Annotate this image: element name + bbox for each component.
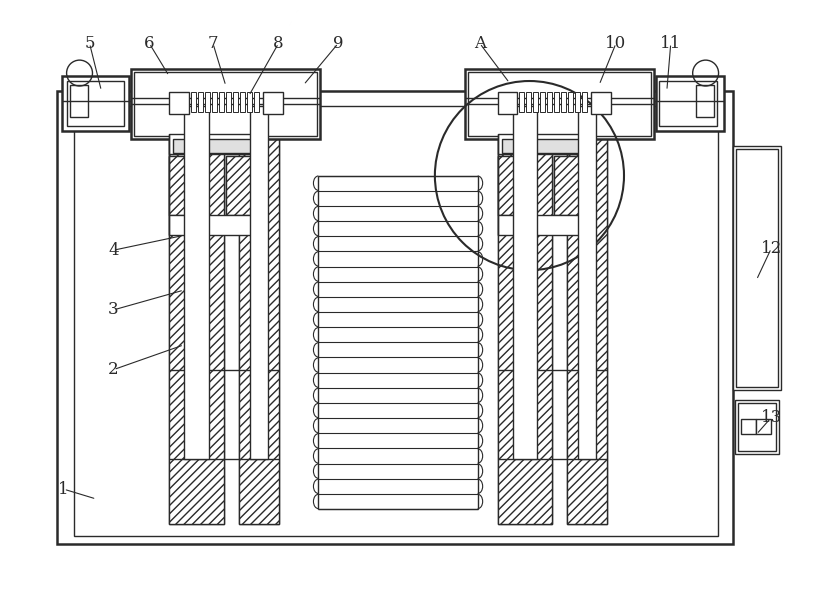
- Bar: [464, 69, 654, 139]
- Text: 4: 4: [108, 242, 119, 259]
- Bar: [582, 92, 587, 112]
- Bar: [240, 92, 245, 112]
- Text: 5: 5: [84, 35, 95, 52]
- Text: 8: 8: [274, 35, 284, 52]
- Text: A: A: [473, 35, 486, 52]
- Text: 6: 6: [144, 35, 155, 52]
- Bar: [226, 156, 256, 216]
- Bar: [66, 81, 124, 126]
- Bar: [198, 92, 203, 112]
- Bar: [134, 72, 318, 136]
- Bar: [169, 92, 189, 114]
- Bar: [169, 134, 259, 154]
- Bar: [568, 106, 607, 524]
- Bar: [239, 106, 278, 524]
- Bar: [741, 419, 757, 434]
- Bar: [226, 156, 256, 216]
- Bar: [61, 76, 129, 131]
- Bar: [70, 85, 88, 117]
- Bar: [247, 92, 251, 112]
- Bar: [169, 156, 199, 216]
- Bar: [498, 216, 587, 235]
- Bar: [212, 92, 217, 112]
- Bar: [131, 69, 320, 139]
- Bar: [501, 139, 583, 153]
- Bar: [554, 156, 584, 216]
- Bar: [591, 92, 611, 114]
- Bar: [735, 400, 779, 454]
- Bar: [578, 106, 596, 459]
- Bar: [205, 92, 210, 112]
- Bar: [498, 106, 552, 524]
- Bar: [734, 146, 781, 389]
- Bar: [561, 92, 566, 112]
- Bar: [498, 92, 518, 114]
- Text: 9: 9: [333, 35, 344, 52]
- Bar: [757, 419, 771, 434]
- Bar: [554, 156, 584, 216]
- Text: 10: 10: [605, 35, 627, 52]
- Text: 11: 11: [660, 35, 681, 52]
- Bar: [513, 106, 537, 459]
- Bar: [169, 106, 224, 524]
- Bar: [575, 92, 580, 112]
- Text: 7: 7: [207, 35, 218, 52]
- Bar: [57, 91, 734, 544]
- Bar: [554, 92, 559, 112]
- Bar: [184, 106, 209, 459]
- Bar: [541, 92, 545, 112]
- Bar: [498, 156, 527, 216]
- Bar: [498, 106, 552, 524]
- Bar: [169, 106, 224, 524]
- Bar: [74, 106, 717, 536]
- Text: 13: 13: [761, 409, 782, 426]
- Bar: [533, 92, 538, 112]
- Bar: [191, 92, 196, 112]
- Bar: [527, 92, 532, 112]
- Text: 3: 3: [108, 301, 119, 319]
- Bar: [254, 92, 259, 112]
- Text: 2: 2: [108, 361, 119, 378]
- Bar: [169, 156, 199, 216]
- Bar: [250, 106, 268, 459]
- Bar: [658, 81, 717, 126]
- Bar: [568, 106, 607, 524]
- Bar: [233, 92, 238, 112]
- Text: 1: 1: [58, 480, 69, 498]
- Bar: [519, 92, 524, 112]
- Bar: [169, 216, 259, 235]
- Bar: [219, 92, 224, 112]
- Bar: [239, 106, 278, 524]
- Bar: [173, 139, 255, 153]
- Bar: [695, 85, 713, 117]
- Bar: [568, 92, 573, 112]
- Bar: [739, 403, 776, 451]
- Text: 12: 12: [761, 240, 782, 257]
- Bar: [547, 92, 552, 112]
- Bar: [656, 76, 723, 131]
- Bar: [226, 92, 231, 112]
- Bar: [736, 149, 778, 386]
- Bar: [498, 156, 527, 216]
- Bar: [263, 92, 283, 114]
- Bar: [468, 72, 651, 136]
- Bar: [498, 134, 587, 154]
